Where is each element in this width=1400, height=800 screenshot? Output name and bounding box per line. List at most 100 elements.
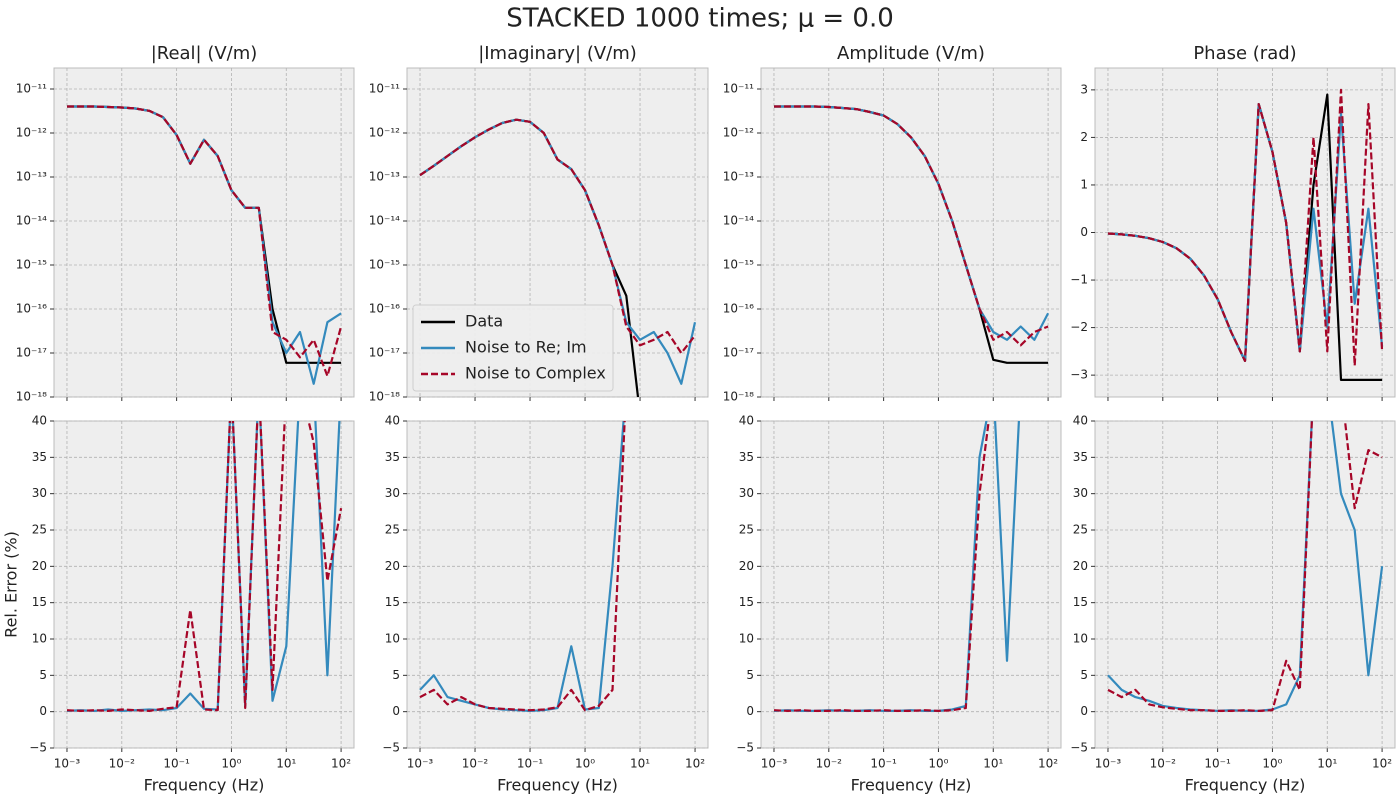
- y-tick-label: 3: [1080, 82, 1088, 96]
- y-tick-label: 0: [746, 704, 754, 718]
- y-tick-label: 35: [739, 450, 754, 464]
- x-tick-label: 10⁻²: [462, 757, 489, 771]
- y-tick-label: 40: [739, 414, 754, 428]
- x-tick-label: 10⁻³: [407, 757, 434, 771]
- y-tick-label: 10⁻¹²: [16, 125, 47, 139]
- y-tick-label: 10: [32, 632, 47, 646]
- y-tick-label: −5: [382, 741, 400, 755]
- legend-label: Noise to Complex: [465, 364, 606, 383]
- series-line: [419, 421, 626, 712]
- y-tick-label: 20: [1073, 559, 1088, 573]
- series-line: [1107, 421, 1384, 712]
- y-tick-label: 40: [32, 414, 47, 428]
- y-tick-label: 10⁻¹³: [369, 169, 400, 183]
- y-tick-label: 10⁻¹⁵: [369, 257, 400, 271]
- lines: [419, 118, 697, 397]
- lines: [66, 421, 343, 712]
- x-tick-label: 10⁻²: [816, 757, 843, 771]
- panel: 10⁻³ 10⁻² 10⁻¹ 10⁰ 10¹ 10² −5 0 5 10 15 20 25 30 35 40 F…: [382, 414, 709, 795]
- panel: −3 −2 −1 0 1 2 3 Phase (rad): [1070, 43, 1396, 401]
- y-tick-label: 35: [1073, 450, 1088, 464]
- y-tick-label: 10⁻¹¹: [16, 81, 47, 95]
- x-tick-label: 10⁻³: [761, 757, 788, 771]
- plot-area: [53, 67, 355, 398]
- y-tick-label: 10⁻¹⁵: [723, 257, 754, 271]
- y-tick-label: 10⁻¹⁷: [16, 345, 47, 359]
- y-tick-label: 0: [392, 704, 400, 718]
- panel-title: Amplitude (V/m): [837, 43, 985, 64]
- y-tick-label: 10: [739, 632, 754, 646]
- y-tick-label: 10⁻¹⁴: [369, 213, 400, 227]
- y-tick-label: 35: [32, 450, 47, 464]
- y-tick-label: 0: [1080, 704, 1088, 718]
- y-tick-label: 5: [39, 668, 47, 682]
- x-tick-label: 10²: [1372, 757, 1392, 771]
- y-tick-label: −1: [1070, 273, 1088, 287]
- x-tick-label: 10⁻¹: [163, 757, 190, 771]
- y-tick-label: 0: [1080, 225, 1088, 239]
- plot-area: [760, 67, 1062, 398]
- x-tick-label: 10⁰: [221, 757, 241, 771]
- y-tick-label: −2: [1070, 320, 1088, 334]
- panel-title: |Real| (V/m): [151, 43, 258, 64]
- lines: [67, 105, 343, 385]
- plot-area: [406, 420, 709, 749]
- legend-label: Noise to Re; Im: [465, 338, 587, 357]
- x-tick-label: 10⁰: [575, 757, 595, 771]
- legend-box: [412, 304, 614, 392]
- y-tick-label: 10⁻¹²: [369, 125, 400, 139]
- x-tick-label: 10²: [1038, 757, 1058, 771]
- series-line: [66, 421, 343, 712]
- plot-area: [53, 420, 355, 749]
- y-tick-label: 0: [39, 704, 47, 718]
- figure-title: STACKED 1000 times; μ = 0.0: [506, 4, 894, 34]
- y-tick-label: 40: [385, 414, 400, 428]
- y-tick-label: 20: [32, 559, 47, 573]
- y-tick-label: −5: [1070, 741, 1088, 755]
- y-tick-label: 10⁻¹⁸: [723, 390, 754, 404]
- series-line: [774, 105, 1049, 347]
- y-tick-label: −5: [736, 741, 754, 755]
- y-tick-label: 15: [385, 595, 400, 609]
- y-tick-label: 25: [739, 523, 754, 537]
- y-tick-label: 40: [1073, 414, 1088, 428]
- y-tick-label: 15: [739, 595, 754, 609]
- x-axis-label: Frequency (Hz): [144, 776, 265, 795]
- lines: [773, 421, 1021, 712]
- y-tick-label: 10⁻¹⁴: [16, 213, 47, 227]
- y-tick-label: 35: [385, 450, 400, 464]
- y-tick-label: 20: [739, 559, 754, 573]
- panel: 10⁻³ 10⁻² 10⁻¹ 10⁰ 10¹ 10² −5 0 5 10 15 20 25 30 35 40 F…: [2, 414, 355, 795]
- panel: 10⁻¹⁸ 10⁻¹⁷ 10⁻¹⁶ 10⁻¹⁵ 10⁻¹⁴ 10⁻¹³ 10⁻¹² 10⁻¹¹…: [369, 43, 709, 404]
- x-axis-label: Frequency (Hz): [497, 776, 618, 795]
- y-tick-label: 30: [1073, 486, 1088, 500]
- y-tick-label: 10⁻¹⁶: [723, 301, 754, 315]
- series-line: [419, 118, 696, 355]
- y-tick-label: −5: [29, 741, 47, 755]
- y-tick-label: 5: [392, 668, 400, 682]
- y-tick-label: 1: [1080, 177, 1088, 191]
- lines: [1107, 88, 1384, 381]
- y-tick-label: 2: [1080, 130, 1088, 144]
- series-line: [67, 105, 343, 378]
- y-tick-label: 10⁻¹³: [16, 169, 47, 183]
- lines: [419, 421, 626, 712]
- x-tick-label: 10¹: [276, 757, 296, 771]
- x-axis-label: Frequency (Hz): [1185, 776, 1306, 795]
- series-line: [773, 421, 990, 712]
- x-tick-label: 10⁰: [1262, 757, 1282, 771]
- panel: 10⁻³ 10⁻² 10⁻¹ 10⁰ 10¹ 10² −5 0 5 10 15 20 25 30 35 40 F…: [1070, 414, 1396, 795]
- x-tick-label: 10¹: [983, 757, 1003, 771]
- y-tick-label: 10⁻¹¹: [723, 81, 754, 95]
- x-tick-label: 10²: [685, 757, 705, 771]
- y-tick-label: 10⁻¹⁵: [16, 257, 47, 271]
- y-tick-label: 15: [32, 595, 47, 609]
- y-axis-label: Rel. Error (%): [2, 531, 21, 638]
- x-tick-label: 10⁻¹: [517, 757, 544, 771]
- x-tick-label: 10⁻²: [109, 757, 136, 771]
- y-tick-label: 10⁻¹⁸: [369, 390, 400, 404]
- y-tick-label: 10⁻¹²: [723, 125, 754, 139]
- y-tick-label: 30: [32, 486, 47, 500]
- y-tick-label: 30: [739, 486, 754, 500]
